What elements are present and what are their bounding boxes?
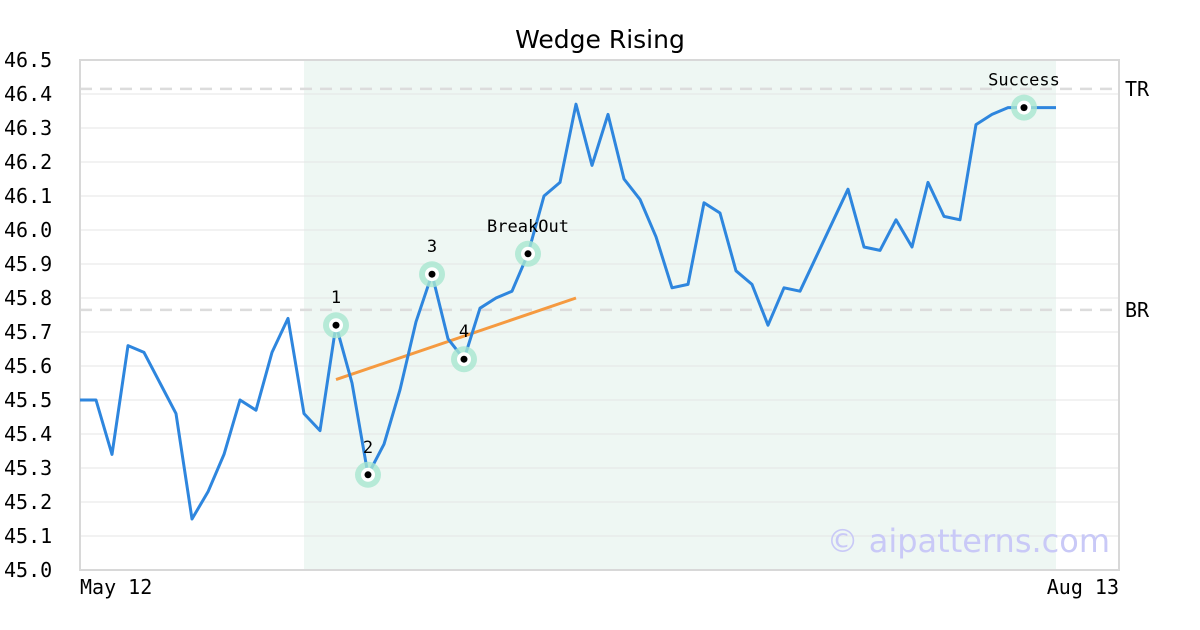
y-tick-label: 45.2 (4, 490, 52, 514)
y-tick-label: 45.7 (4, 320, 52, 344)
annotation-marker-dot (1020, 104, 1028, 112)
annotation-marker-dot (428, 270, 436, 278)
annotation-label: 2 (363, 438, 373, 458)
y-tick-label: 45.1 (4, 524, 52, 548)
annotation-marker-dot (460, 355, 468, 363)
y-axis-ticks: 45.0 45.1 45.2 45.3 45.4 45.5 45.6 45.7 45.8 45.9… (4, 48, 52, 582)
y-tick-label: 45.4 (4, 422, 52, 446)
y-tick-label: 45.3 (4, 456, 52, 480)
annotation-marker-dot (524, 250, 532, 258)
y-tick-label: 46.5 (4, 48, 52, 72)
y-tick-label: 46.1 (4, 184, 52, 208)
y-tick-label: 45.0 (4, 558, 52, 582)
x-tick-start: May 12 (80, 575, 152, 599)
y-tick-label: 46.0 (4, 218, 52, 242)
annotation-label: Success (988, 71, 1060, 91)
annotation-marker-dot (332, 321, 340, 329)
annotation-label: 3 (427, 237, 437, 257)
reference-line-label: TR (1125, 77, 1150, 101)
price-series-line (80, 102, 1056, 521)
annotation-label: 4 (459, 322, 469, 342)
y-tick-label: 46.4 (4, 82, 52, 106)
y-tick-label: 45.8 (4, 286, 52, 310)
plot-frame (79, 59, 1120, 571)
annotation-label: 1 (331, 288, 341, 308)
gridlines (80, 59, 1119, 571)
wedge-trend-line (335, 296, 577, 382)
reference-lines: TR BR (80, 77, 1150, 322)
pattern-annotations: 1 2 3 4 BreakOut Success (323, 71, 1060, 488)
annotation-marker-dot (364, 471, 372, 479)
reference-line-label: BR (1125, 298, 1150, 322)
y-tick-label: 45.5 (4, 388, 52, 412)
watermark: © aipatterns.com (827, 522, 1110, 560)
y-tick-label: 46.3 (4, 116, 52, 140)
annotation-label: BreakOut (487, 217, 569, 237)
y-tick-label: 46.2 (4, 150, 52, 174)
pattern-region (304, 60, 1056, 570)
chart-title: Wedge Rising (515, 25, 685, 54)
x-tick-end: Aug 13 (1047, 575, 1119, 599)
y-tick-label: 45.6 (4, 354, 52, 378)
y-tick-label: 45.9 (4, 252, 52, 276)
